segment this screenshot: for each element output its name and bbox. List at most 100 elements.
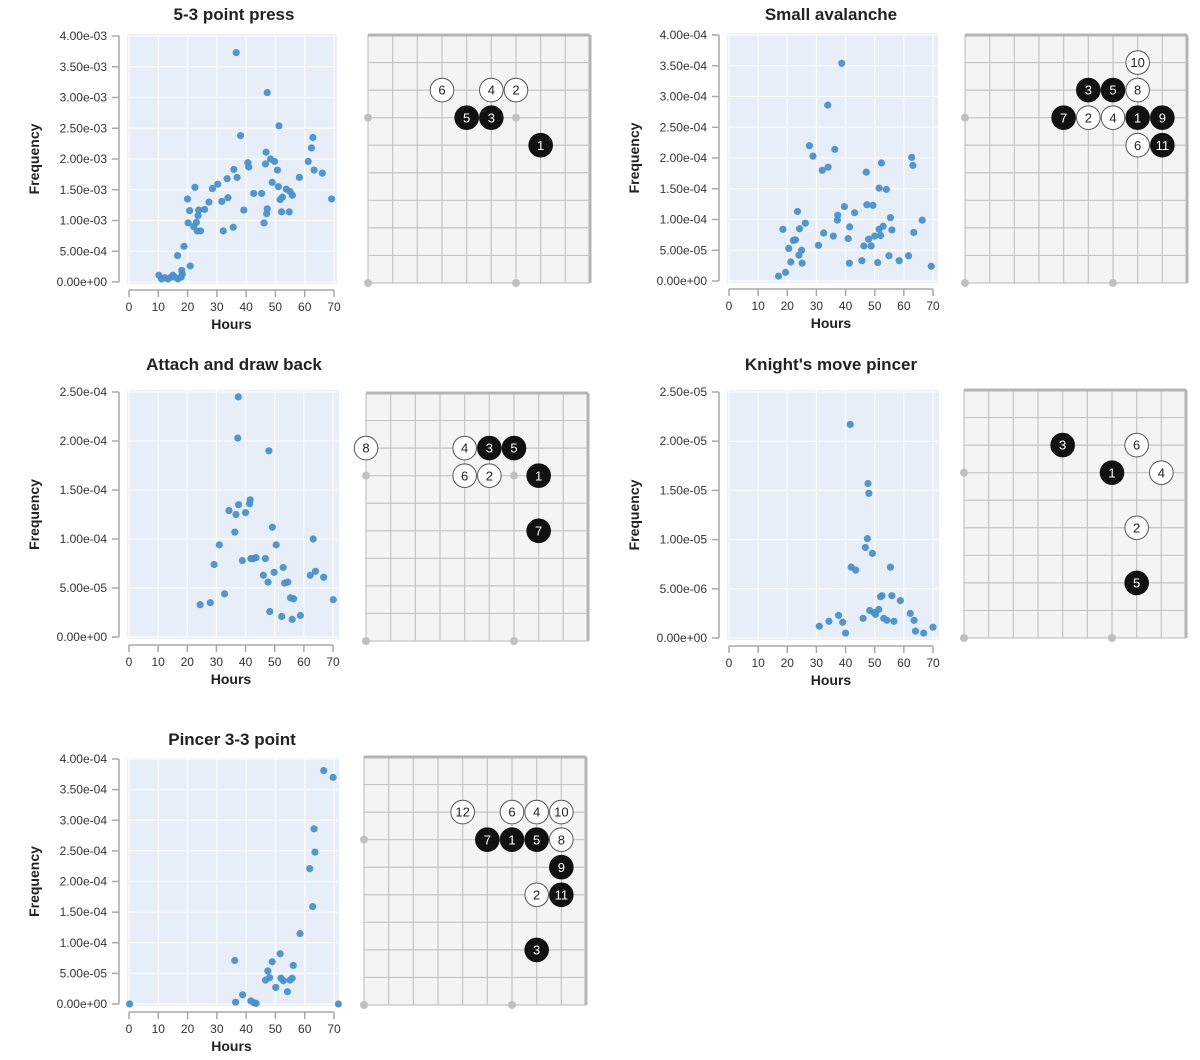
y-tick-label: 5.00e-05 xyxy=(660,243,708,257)
stone-circle xyxy=(1124,515,1149,541)
data-point xyxy=(910,228,918,237)
data-point xyxy=(266,607,274,616)
data-point xyxy=(258,189,266,198)
stone-circle xyxy=(1125,105,1150,130)
data-point xyxy=(829,232,837,240)
data-point xyxy=(268,178,276,186)
data-point xyxy=(296,929,304,938)
data-point xyxy=(876,231,885,240)
star-point xyxy=(360,1001,368,1009)
black-stone: 5 xyxy=(501,435,527,461)
stone-move-number: 6 xyxy=(461,468,468,483)
data-point xyxy=(183,195,192,203)
data-point xyxy=(785,244,793,253)
x-tick-label: 50 xyxy=(868,656,882,670)
data-point xyxy=(263,210,271,218)
stone-circle xyxy=(1125,132,1150,158)
black-stone: 1 xyxy=(528,132,553,158)
data-point xyxy=(234,434,242,442)
y-tick-label: 1.00e-03 xyxy=(60,214,108,228)
x-tick-label: 0 xyxy=(726,656,733,670)
stone-move-number: 8 xyxy=(362,441,369,456)
stone-circle xyxy=(479,77,504,103)
data-point xyxy=(262,148,270,156)
data-point xyxy=(896,597,904,605)
x-tick-label: 30 xyxy=(810,299,824,313)
data-point xyxy=(798,259,806,267)
stone-move-number: 3 xyxy=(1059,438,1066,453)
stone-move-number: 2 xyxy=(1133,520,1140,535)
data-point xyxy=(927,262,935,270)
chart-title: 5-3 point press xyxy=(174,5,295,24)
data-point xyxy=(232,510,240,519)
stone-circle xyxy=(452,463,477,488)
black-stone: 3 xyxy=(479,105,504,130)
data-point xyxy=(252,554,260,562)
stone-circle xyxy=(475,827,500,852)
data-point xyxy=(879,222,887,230)
x-tick-label: 60 xyxy=(298,300,312,314)
x-tick-label: 30 xyxy=(810,656,824,670)
stone-circle xyxy=(477,463,502,488)
stone-circle xyxy=(454,105,479,130)
white-stone: 4 xyxy=(479,77,504,103)
x-tick-label: 10 xyxy=(751,299,765,313)
board-background xyxy=(366,393,588,641)
black-stone: 11 xyxy=(1150,132,1175,158)
data-point xyxy=(264,578,272,586)
data-point xyxy=(186,207,194,215)
x-tick-label: 40 xyxy=(239,655,253,669)
stone-move-number: 5 xyxy=(1109,83,1116,98)
data-point xyxy=(309,903,317,911)
data-point xyxy=(270,568,278,576)
white-stone: 8 xyxy=(353,435,379,461)
stone-move-number: 5 xyxy=(533,832,540,847)
data-point xyxy=(874,258,882,267)
data-point xyxy=(125,1000,134,1008)
white-stone: 10 xyxy=(549,799,574,825)
y-tick-label: 2.50e-04 xyxy=(60,844,108,858)
y-tick-label: 2.00e-04 xyxy=(60,875,108,889)
stone-move-number: 4 xyxy=(461,441,468,456)
white-stone: 2 xyxy=(1124,515,1149,541)
data-point xyxy=(859,614,867,622)
stone-move-number: 4 xyxy=(488,83,495,98)
x-tick-label: 70 xyxy=(926,299,940,313)
data-point xyxy=(882,185,890,193)
data-point xyxy=(265,447,273,455)
stone-move-number: 2 xyxy=(1085,110,1092,125)
data-point xyxy=(174,251,182,260)
stone-circle xyxy=(524,827,549,852)
stone-circle xyxy=(524,799,549,825)
data-point xyxy=(219,227,227,235)
data-point xyxy=(787,258,795,266)
chart-title: Knight's move pincer xyxy=(745,355,918,374)
star-point xyxy=(960,468,968,477)
white-stone: 6 xyxy=(1125,132,1150,158)
data-point xyxy=(245,163,253,171)
stone-move-number: 11 xyxy=(1156,138,1170,153)
stone-move-number: 9 xyxy=(558,860,565,875)
stone-circle xyxy=(501,435,527,461)
data-point xyxy=(184,219,192,227)
data-point xyxy=(878,592,886,600)
y-tick-label: 3.00e-04 xyxy=(660,90,708,104)
data-point xyxy=(232,998,240,1006)
stone-circle xyxy=(477,435,502,461)
data-point xyxy=(309,535,317,543)
data-point xyxy=(845,259,853,267)
data-point xyxy=(261,160,270,168)
data-point xyxy=(268,523,276,531)
data-point xyxy=(264,967,272,975)
data-point xyxy=(909,161,917,169)
stone-circle xyxy=(503,77,529,103)
white-stone: 2 xyxy=(1076,105,1101,130)
x-tick-label: 70 xyxy=(327,1022,341,1036)
data-point xyxy=(278,612,286,621)
black-stone: 1 xyxy=(499,827,525,852)
data-point xyxy=(831,145,839,153)
data-point xyxy=(231,956,239,965)
stone-move-number: 2 xyxy=(512,83,519,98)
stone-circle xyxy=(1124,432,1149,458)
data-point xyxy=(278,193,287,201)
